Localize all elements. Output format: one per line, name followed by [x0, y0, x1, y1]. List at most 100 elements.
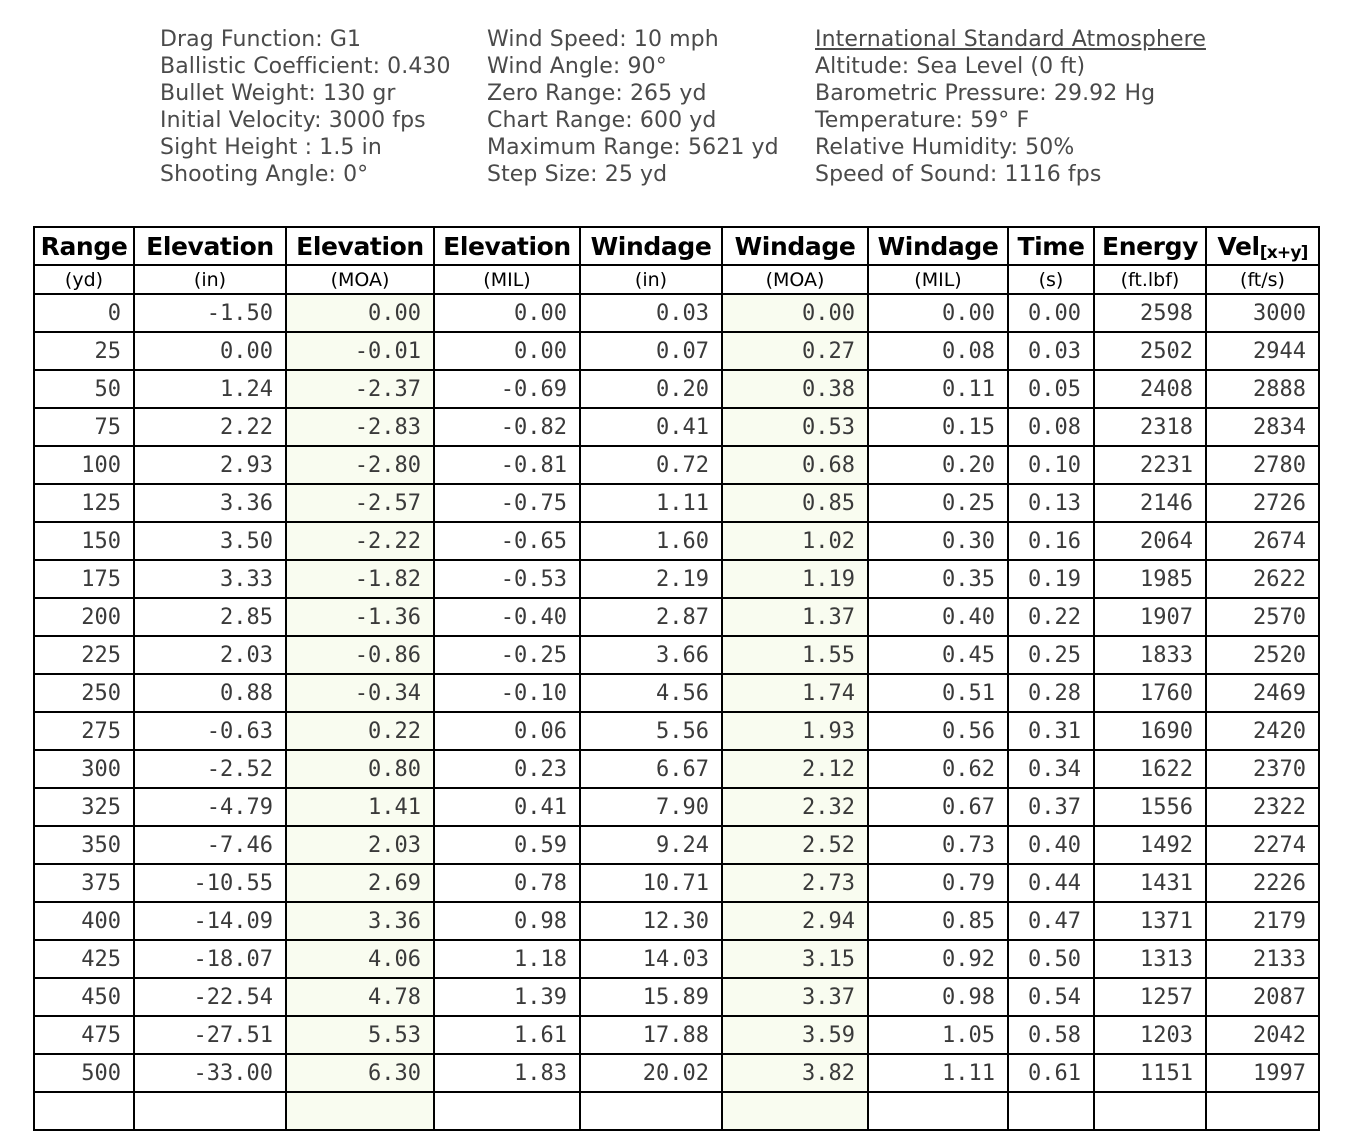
table-cell: 9.24 — [579, 825, 723, 865]
column-unit: (in) — [579, 264, 723, 295]
info-line: Ballistic Coefficient: 0.430 — [160, 54, 451, 79]
table-cell: 0.41 — [579, 407, 723, 447]
column-header-label: Elevation — [296, 231, 424, 261]
info-line: Sight Height : 1.5 in — [160, 135, 382, 160]
column-units-row: (yd) (in) (MOA) (MIL) (in) (MOA) (MIL) (s) (ft.l… — [33, 264, 1320, 295]
table-cell: 0.45 — [867, 635, 1009, 675]
table-cell: 425 — [33, 939, 135, 979]
table-cell: 1.55 — [721, 635, 869, 675]
table-cell: 375 — [33, 863, 135, 903]
table-cell: 1257 — [1093, 977, 1207, 1017]
table-cell: -0.53 — [433, 559, 581, 599]
table-row: 475 -27.51 5.53 1.61 17.88 3.59 1.05 0.58 1203 20… — [33, 1015, 1320, 1055]
table-cell: -2.80 — [285, 445, 435, 485]
column-header: Windage — [579, 226, 723, 266]
table-cell: 2.87 — [579, 597, 723, 637]
table-row: 175 3.33 -1.82 -0.53 2.19 1.19 0.35 0.19 1985 262… — [33, 559, 1320, 599]
table-row: 100 2.93 -2.80 -0.81 0.72 0.68 0.20 0.10 2231 278… — [33, 445, 1320, 485]
table-cell — [133, 1091, 287, 1131]
table-cell: 2.03 — [133, 635, 287, 675]
table-cell: 0.23 — [433, 749, 581, 789]
table-cell: 1.05 — [867, 1015, 1009, 1055]
info-line: Speed of Sound: 1116 fps — [815, 162, 1102, 187]
table-cell: -14.09 — [133, 901, 287, 941]
table-cell: -2.57 — [285, 483, 435, 523]
table-row: 275 -0.63 0.22 0.06 5.56 1.93 0.56 0.31 1690 2420 — [33, 711, 1320, 751]
table-cell: 0.53 — [721, 407, 869, 447]
table-cell: 0.40 — [1007, 825, 1095, 865]
column-labels-row: Range Elevation Elevation Elevation Windage W… — [33, 226, 1320, 266]
table-cell: 0.11 — [867, 369, 1009, 409]
table-cell: 2622 — [1205, 559, 1320, 599]
table-cell: 1203 — [1093, 1015, 1207, 1055]
table-cell: 20.02 — [579, 1053, 723, 1093]
table-cell: 1.83 — [433, 1053, 581, 1093]
column-header-label: Elevation — [443, 231, 571, 261]
table-row: 400 -14.09 3.36 0.98 12.30 2.94 0.85 0.47 1371 21… — [33, 901, 1320, 941]
table-cell: 14.03 — [579, 939, 723, 979]
table-cell: 1985 — [1093, 559, 1207, 599]
info-line: Wind Speed: 10 mph — [487, 27, 719, 52]
table-cell: 0.35 — [867, 559, 1009, 599]
table-row: 200 2.85 -1.36 -0.40 2.87 1.37 0.40 0.22 1907 257… — [33, 597, 1320, 637]
table-cell: 0.08 — [867, 331, 1009, 371]
table-cell: 400 — [33, 901, 135, 941]
column-header-label: Windage — [734, 231, 856, 261]
table-cell: 0.40 — [867, 597, 1009, 637]
table-cell: 350 — [33, 825, 135, 865]
table-cell: 475 — [33, 1015, 135, 1055]
table-cell: 2674 — [1205, 521, 1320, 561]
table-cell: 0.28 — [1007, 673, 1095, 713]
table-cell: 2042 — [1205, 1015, 1320, 1055]
table-cell: 5.53 — [285, 1015, 435, 1055]
table-cell: 2231 — [1093, 445, 1207, 485]
table-cell: 1371 — [1093, 901, 1207, 941]
table-cell: 6.67 — [579, 749, 723, 789]
table-cell: 1431 — [1093, 863, 1207, 903]
table-cell: -0.81 — [433, 445, 581, 485]
table-row: 300 -2.52 0.80 0.23 6.67 2.12 0.62 0.34 1622 2370 — [33, 749, 1320, 789]
column-header-subscript: [x+y] — [1259, 242, 1309, 263]
table-cell: 15.89 — [579, 977, 723, 1017]
wind-range-parameters-panel: Wind Speed: 10 mph Wind Angle: 90° Zero … — [487, 26, 779, 188]
table-cell: 3.59 — [721, 1015, 869, 1055]
table-cell: 0.88 — [133, 673, 287, 713]
table-cell: 2.19 — [579, 559, 723, 599]
info-line: Step Size: 25 yd — [487, 162, 668, 187]
table-cell: 4.78 — [285, 977, 435, 1017]
table-cell: 0.22 — [285, 711, 435, 751]
table-cell: 0.20 — [867, 445, 1009, 485]
table-cell: 0.78 — [433, 863, 581, 903]
table-cell: 0.51 — [867, 673, 1009, 713]
table-row: 375 -10.55 2.69 0.78 10.71 2.73 0.79 0.44 1431 22… — [33, 863, 1320, 903]
table-cell: 2.52 — [721, 825, 869, 865]
table-cell: 2408 — [1093, 369, 1207, 409]
table-cell: 0.38 — [721, 369, 869, 409]
table-cell: 17.88 — [579, 1015, 723, 1055]
table-cell: 1.61 — [433, 1015, 581, 1055]
table-cell: 0.85 — [867, 901, 1009, 941]
column-header-label: Time — [1017, 231, 1085, 261]
table-cell: 1.41 — [285, 787, 435, 827]
table-cell: 0.41 — [433, 787, 581, 827]
table-cell: 0.00 — [721, 293, 869, 333]
table-row: 350 -7.46 2.03 0.59 9.24 2.52 0.73 0.40 1492 2274 — [33, 825, 1320, 865]
table-cell: 2570 — [1205, 597, 1320, 637]
table-cell: 0.00 — [433, 293, 581, 333]
table-cell: 1.37 — [721, 597, 869, 637]
table-cell: 0.15 — [867, 407, 1009, 447]
table-cell: 225 — [33, 635, 135, 675]
table-cell: 0.20 — [579, 369, 723, 409]
table-cell: -2.52 — [133, 749, 287, 789]
table-cell: 2318 — [1093, 407, 1207, 447]
table-cell: 1.18 — [433, 939, 581, 979]
table-cell: 0.37 — [1007, 787, 1095, 827]
table-cell: 2834 — [1205, 407, 1320, 447]
column-unit: (ft/s) — [1205, 264, 1320, 295]
info-line: Barometric Pressure: 29.92 Hg — [815, 81, 1156, 106]
table-body: 0 -1.50 0.00 0.00 0.03 0.00 0.00 0.00 2598 3000 25… — [33, 293, 1320, 1131]
table-cell: 0.00 — [133, 331, 287, 371]
table-cell: 3.36 — [133, 483, 287, 523]
table-cell: -33.00 — [133, 1053, 287, 1093]
table-row: 125 3.36 -2.57 -0.75 1.11 0.85 0.25 0.13 2146 272… — [33, 483, 1320, 523]
